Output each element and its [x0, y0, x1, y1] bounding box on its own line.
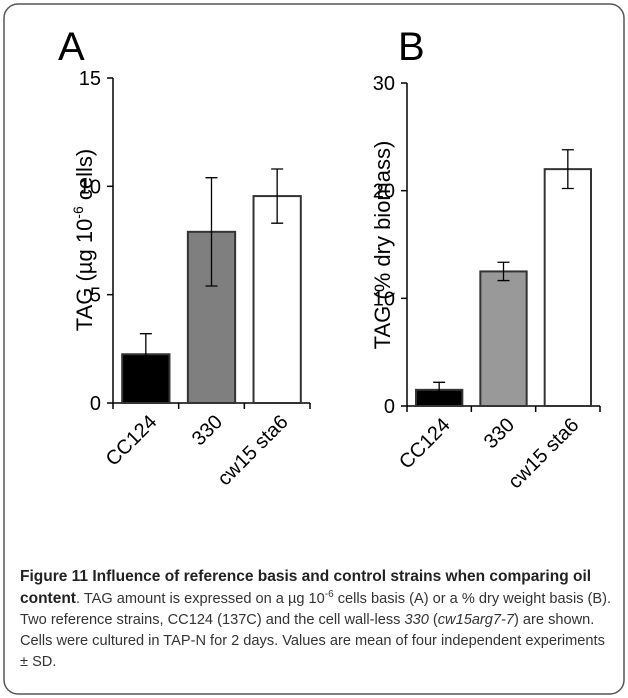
y-axis-label: TAG (% dry biomass) [370, 141, 395, 350]
caption-sup: -6 [324, 589, 334, 601]
y-tick-label: 5 [90, 285, 101, 307]
y-tick-label: 10 [373, 288, 395, 310]
caption-title: Figure 11 Influence of reference basis a… [20, 568, 592, 607]
error-bar [205, 177, 218, 287]
x-tick-label: cw15 sta6 [504, 414, 583, 493]
error-bar [497, 261, 510, 282]
caption-text: . TAG amount is expressed on a µg 10 [75, 591, 325, 607]
y-axis-label-part: TAG (µg 10 [72, 219, 97, 332]
y-axis-label-part: cells) [72, 149, 97, 206]
bar [252, 195, 302, 404]
x-tick-label: cw15 sta6 [213, 411, 292, 490]
y-tick-label: 20 [373, 181, 395, 203]
y-tick-label: 30 [373, 73, 395, 95]
x-tick-label: CC124 [395, 414, 455, 474]
caption-italic: 330 [404, 612, 429, 628]
error-bar [271, 168, 284, 224]
error-bar [139, 333, 152, 376]
caption-text: ) are shown. Cells were cultured in TAP-… [20, 612, 605, 670]
y-tick-label: 15 [79, 68, 101, 90]
x-tick-label: 330 [480, 414, 519, 453]
caption-italic: cw15arg7-7 [437, 612, 515, 628]
error-bar [433, 381, 446, 399]
frame [3, 3, 625, 695]
y-tick-label: 0 [90, 393, 101, 415]
x-tick-label: 330 [188, 411, 227, 450]
x-tick-label: CC124 [102, 411, 162, 471]
caption-text: cells basis (A) or a % dry weight basis … [20, 591, 612, 628]
caption-text: ( [428, 612, 438, 628]
caption: Figure 11 Influence of reference basis a… [20, 566, 612, 673]
y-axis-label: TAG (µg 10-6 cells) [70, 149, 97, 331]
y-axis-label-sup: -6 [70, 206, 86, 219]
error-bar [561, 149, 574, 190]
bar [543, 168, 592, 407]
y-tick-label: 0 [384, 396, 395, 418]
y-tick-label: 10 [79, 176, 101, 198]
panel-label: A [58, 25, 85, 69]
bar [479, 270, 528, 407]
panel-label: B [398, 25, 425, 69]
